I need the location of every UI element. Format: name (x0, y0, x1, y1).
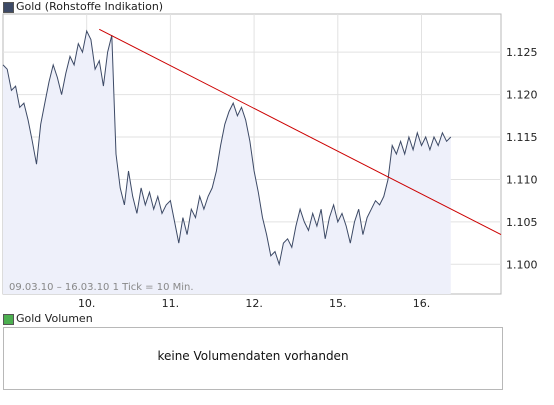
y-axis-ticks: 1.100 1.105 1.110 1.115 1.120 1.125 (506, 46, 538, 271)
no-volume-message: keine Volumendaten vorhanden (157, 349, 349, 363)
y-tick-label: 1.105 (506, 216, 538, 229)
y-tick-label: 1.100 (506, 258, 538, 271)
volume-legend-label: Gold Volumen (16, 312, 93, 325)
x-tick-label: 11. (162, 297, 180, 310)
y-tick-label: 1.110 (506, 173, 538, 186)
x-tick-label: 15. (329, 297, 347, 310)
volume-panel: keine Volumendaten vorhanden (3, 327, 503, 390)
x-axis-ticks: 10. 11. 12. 15. 16. (78, 297, 430, 310)
y-tick-label: 1.125 (506, 46, 538, 59)
trend-line (99, 28, 502, 236)
x-tick-label: 16. (413, 297, 431, 310)
y-tick-label: 1.120 (506, 89, 538, 102)
price-legend-swatch (3, 2, 14, 13)
volume-legend-swatch (3, 314, 14, 325)
date-range-label: 09.03.10 – 16.03.10 1 Tick = 10 Min. (9, 282, 194, 293)
price-legend-label: Gold (Rohstoffe Indikation) (16, 0, 164, 13)
price-area-fill (3, 31, 451, 294)
price-chart: 1.100 1.105 1.110 1.115 1.120 1.125 10. 11. 12.… (2, 13, 538, 310)
x-tick-label: 10. (78, 297, 96, 310)
x-tick-label: 12. (245, 297, 263, 310)
price-line (2, 29, 452, 267)
y-tick-label: 1.115 (506, 131, 538, 144)
